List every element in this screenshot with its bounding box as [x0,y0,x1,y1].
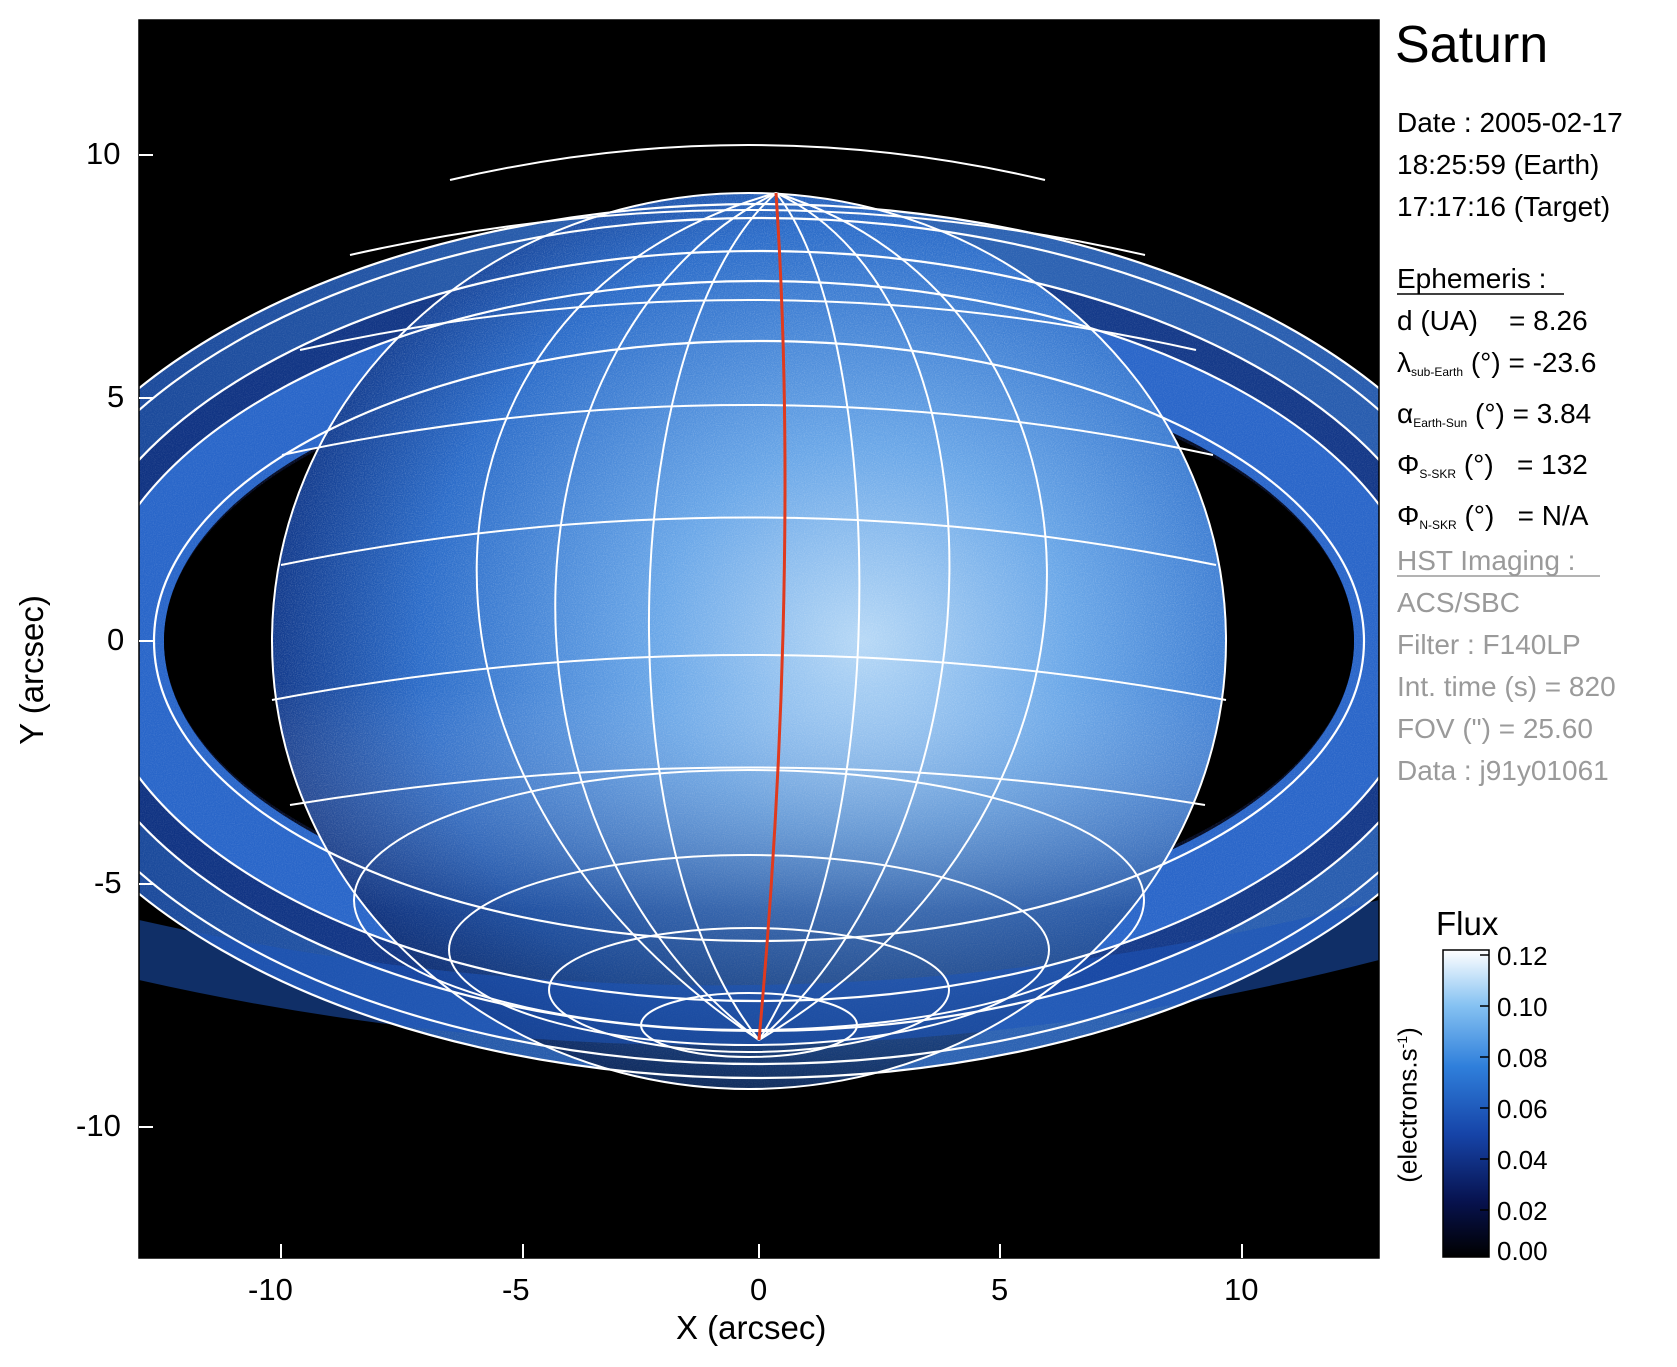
y-axis-label: Y (arcsec) [13,595,50,745]
phi-n-value: (°) = N/A [1464,500,1589,531]
alpha-value: (°) = 3.84 [1475,398,1592,429]
lambda-value: (°) = -23.6 [1470,347,1597,378]
y-tick-label: 0 [107,622,125,657]
disk-shade [272,193,1226,1089]
lambda-symbol: λ [1397,347,1411,378]
phi-s-symbol: Φ [1397,449,1420,480]
phi-n-subscript: N-SKR [1419,518,1457,532]
colorbar-unit-box: (electrons.s-1) [1388,960,1428,1250]
longitude-grid [271,192,1227,1090]
lambda-subscript: sub-Earth [1411,365,1464,379]
y-tick-label: 10 [86,136,121,171]
colorbar-tick-label: 0.00 [1497,1236,1548,1266]
ephemeris-distance: d (UA) = 8.26 [1397,300,1596,342]
hst-data: Data : j91y01061 [1397,755,1609,786]
ephemeris-alpha: αEarth-Sun (°) = 3.84 [1397,393,1596,444]
y-tick-label: 5 [107,379,125,414]
date-line: Date : 2005-02-17 [1397,107,1623,138]
hst-instrument: ACS/SBC [1397,587,1520,618]
ephemeris-phi-s: ΦS-SKR (°) = 132 [1397,444,1596,495]
x-tick-label: 0 [750,1272,768,1307]
colorbar-tick-label: 0.08 [1497,1043,1548,1073]
colorbar-tick-label: 0.12 [1497,941,1548,971]
x-tick-label: -5 [502,1272,530,1307]
y-tick-label: -5 [94,865,122,900]
colorbar-tick-label: 0.10 [1497,992,1548,1022]
info-panel: Date : 2005-02-17 18:25:59 (Earth) 17:17… [1397,102,1623,228]
phi-s-subscript: S-SKR [1419,467,1457,481]
phi-n-symbol: Φ [1397,500,1420,531]
hst-panel: HST Imaging : ACS/SBC Filter : F140LP In… [1397,540,1616,792]
x-tick-label: -10 [248,1272,293,1307]
y-ticks [139,154,153,1128]
ephemeris-phi-n: ΦN-SKR (°) = N/A [1397,495,1596,546]
x-tick-label: 10 [1224,1272,1259,1307]
hst-fov: FOV (") = 25.60 [1397,713,1593,744]
ring-front [139,900,1379,1046]
central-meridian [757,192,787,1041]
colorbar-tick-label: 0.02 [1497,1196,1548,1226]
ephemeris-header: Ephemeris : [1397,263,1547,294]
time-target-line: 17:17:16 (Target) [1397,191,1611,222]
alpha-symbol: α [1397,398,1414,429]
hst-header: HST Imaging : [1397,545,1576,576]
latitude-grid [271,144,1227,1058]
y-tick-label: -10 [76,1108,121,1143]
distance-label: d (UA) [1397,305,1478,336]
colorbar [1442,949,1490,1258]
planet-disk [272,193,1226,1089]
x-ticks [280,1244,1243,1258]
ephemeris-panel: Ephemeris : d (UA) = 8.26 λsub-Earth (°)… [1397,258,1596,546]
figure-title: Saturn [1395,16,1549,74]
colorbar-tick-label: 0.06 [1497,1094,1548,1124]
alpha-subscript: Earth-Sun [1413,416,1468,430]
time-earth-line: 18:25:59 (Earth) [1397,149,1600,180]
y-axis-label-box: Y (arcsec) [12,570,52,770]
colorbar-tick-label: 0.04 [1497,1145,1548,1175]
ephemeris-lambda: λsub-Earth (°) = -23.6 [1397,342,1596,393]
hst-filter: Filter : F140LP [1397,629,1581,660]
x-tick-label: 5 [991,1272,1009,1307]
x-axis-label: X (arcsec) [676,1309,827,1346]
phi-s-value: (°) = 132 [1463,449,1588,480]
distance-value: = 8.26 [1509,305,1588,336]
colorbar-gradient [1442,949,1490,1258]
colorbar-title: Flux [1436,905,1499,942]
hst-int-time: Int. time (s) = 820 [1397,671,1616,702]
colorbar-unit: (electrons.s-1) [1392,1027,1423,1183]
